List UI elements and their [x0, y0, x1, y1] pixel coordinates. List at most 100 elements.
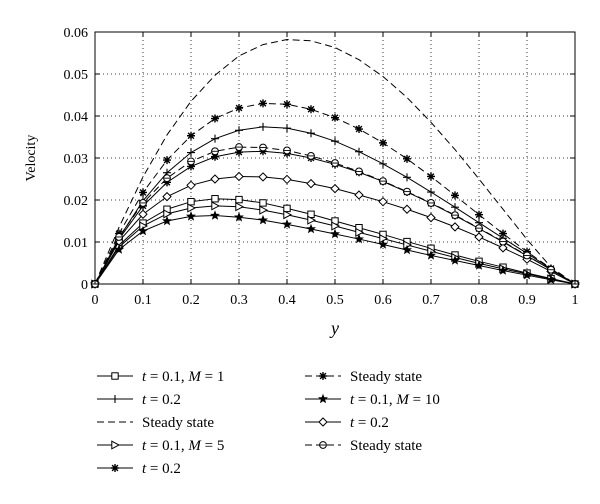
data-point: [331, 221, 341, 231]
data-point: [427, 199, 435, 207]
data-point: [355, 125, 363, 134]
data-point: [450, 222, 460, 232]
legend-marker: [318, 417, 328, 427]
data-point: [186, 180, 196, 191]
data-point: [498, 243, 508, 253]
legend-item: Steady state: [97, 415, 214, 431]
data-point: [211, 152, 219, 161]
data-point: [235, 143, 243, 151]
data-point: [306, 223, 316, 234]
data-point: [283, 204, 291, 213]
data-point: [450, 255, 460, 265]
data-point: [114, 244, 124, 254]
data-point: [403, 173, 411, 182]
y-tick-label: 0.06: [64, 26, 89, 41]
data-point: [354, 190, 364, 200]
tick-layer: 0 0.1 0.2 0.3 0.4 0.5 0.6 0.7 0.8 0.9 1 0 0.01 0.02 0.…: [64, 26, 579, 308]
series-line: [94, 39, 576, 285]
data-point: [378, 239, 388, 249]
legend-label: t = 0.1, M = 10: [350, 392, 440, 408]
data-point: [139, 199, 147, 207]
data-point: [475, 224, 483, 233]
x-tick-label: 0.9: [518, 293, 536, 308]
series-line: [94, 146, 576, 285]
data-point: [451, 191, 459, 200]
data-point: [307, 210, 315, 218]
data-point: [499, 229, 507, 238]
data-point: [355, 147, 363, 156]
data-point: [187, 131, 195, 140]
series-3: [94, 39, 576, 285]
y-tick-label: 0.03: [64, 152, 89, 167]
data-point: [163, 209, 173, 219]
data-point: [283, 146, 291, 155]
data-point: [426, 212, 436, 223]
data-point: [211, 134, 219, 143]
legend-label: t = 0.2: [350, 415, 389, 431]
y-tick-label: 0: [81, 278, 88, 293]
data-point: [187, 157, 195, 166]
data-point: [379, 177, 387, 186]
data-point: [451, 211, 459, 220]
legend-item: Steady state: [305, 438, 422, 454]
legend-label: t = 0.1, M = 5: [142, 438, 224, 454]
y-tick-label: 0.04: [64, 110, 89, 125]
x-tick-label: 0.4: [278, 293, 296, 308]
data-point: [522, 269, 532, 280]
data-point: [282, 219, 292, 229]
data-point: [355, 167, 363, 176]
data-point: [138, 209, 148, 219]
y-tick-label: 0.05: [64, 68, 89, 83]
data-point: [234, 211, 244, 222]
legend-label: Steady state: [350, 369, 422, 385]
x-tick-label: 1: [572, 293, 579, 308]
legend-item: t = 0.2: [305, 415, 389, 431]
data-point: [162, 215, 172, 226]
legend-marker: [318, 393, 328, 404]
legend-label: t = 0.1, M = 1: [142, 369, 224, 385]
data-point: [187, 162, 195, 171]
series-layer: [90, 39, 581, 289]
data-point: [355, 227, 365, 237]
legend-label: Steady state: [142, 415, 214, 431]
data-point: [475, 210, 483, 219]
data-point: [163, 156, 171, 165]
data-point: [379, 138, 387, 147]
data-point: [307, 105, 315, 114]
data-point: [235, 195, 243, 204]
data-point: [403, 154, 411, 163]
data-point: [162, 191, 172, 202]
legend-marker: [111, 395, 119, 403]
data-point: [210, 210, 220, 220]
data-point: [163, 174, 171, 183]
data-point: [547, 265, 555, 274]
legend-marker: [111, 440, 121, 450]
legend-item: Steady state: [305, 369, 422, 385]
data-point: [259, 122, 267, 131]
data-point: [187, 148, 195, 157]
data-point: [307, 215, 317, 225]
data-point: [259, 199, 267, 207]
series-9: [91, 143, 579, 288]
y-tick-label: 0.01: [64, 236, 89, 251]
series-6: [91, 99, 579, 288]
data-point: [259, 99, 267, 108]
data-point: [331, 137, 339, 146]
series-8: [90, 171, 580, 289]
data-point: [211, 114, 219, 123]
legend-marker: [111, 464, 119, 472]
data-point: [402, 244, 412, 255]
x-tick-label: 0.6: [374, 293, 392, 308]
grid-layer: [95, 32, 575, 284]
data-point: [403, 187, 411, 196]
data-point: [427, 172, 435, 181]
data-point: [402, 204, 412, 214]
data-point: [211, 201, 221, 211]
legend-label: t = 0.2: [142, 461, 181, 477]
data-point: [378, 196, 388, 207]
data-point: [211, 147, 219, 156]
data-point: [115, 233, 123, 241]
data-point: [163, 178, 171, 187]
y-tick-label: 0.02: [64, 194, 89, 209]
y-axis-title: Velocity: [24, 135, 39, 182]
